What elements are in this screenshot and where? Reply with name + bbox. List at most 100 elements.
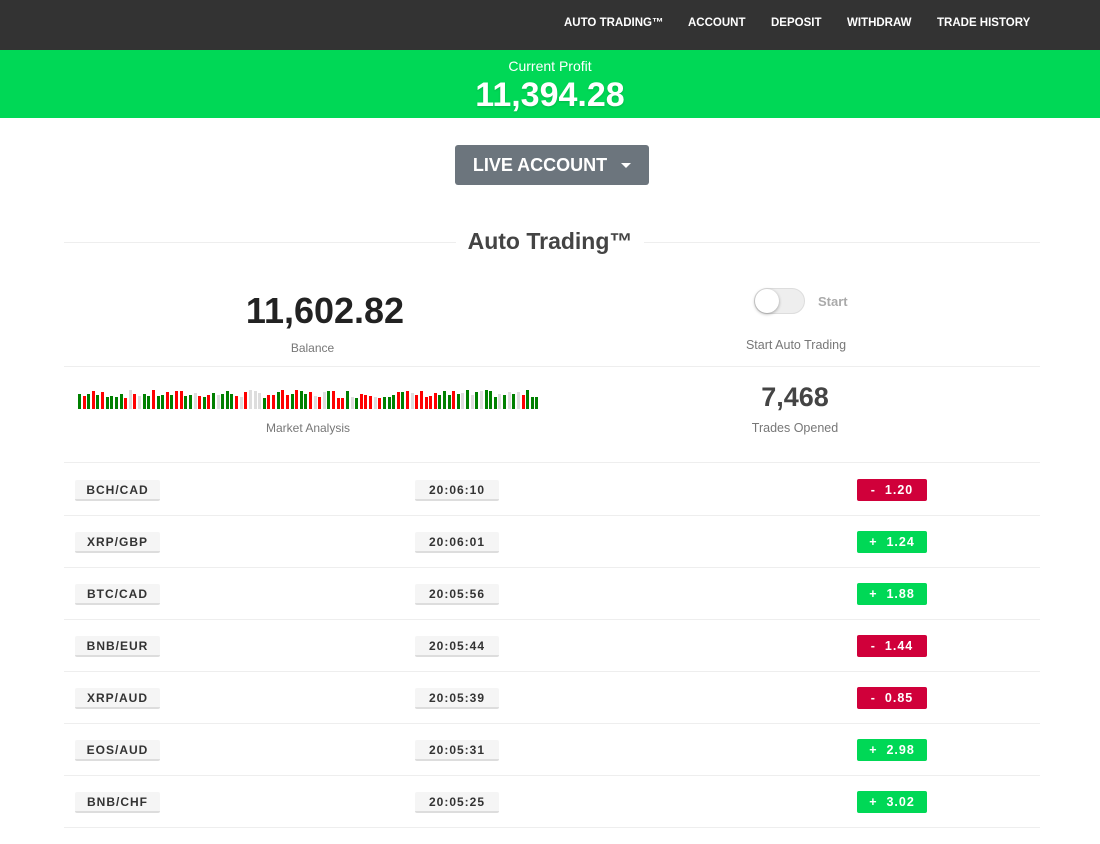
market-bar [475, 392, 479, 409]
market-bar [322, 392, 326, 409]
market-bar [96, 395, 100, 409]
trade-row: XRP/GBP 20:06:01 + 1.24 [64, 516, 1040, 568]
market-bar [327, 391, 331, 409]
market-bar [244, 392, 248, 409]
market-bar [128, 390, 132, 409]
market-bar [318, 397, 322, 409]
balance-label: Balance [290, 341, 335, 355]
market-bar [285, 395, 289, 409]
market-bar [516, 392, 520, 409]
market-bar [156, 396, 160, 409]
time-badge: 20:05:44 [415, 636, 499, 657]
market-bar [299, 391, 303, 409]
market-bar [359, 394, 363, 409]
time-badge: 20:05:31 [415, 740, 499, 761]
divider [64, 366, 1040, 367]
market-bar [262, 398, 266, 409]
trade-row: BNB/EUR 20:05:44 - 1.44 [64, 620, 1040, 672]
market-bar [313, 396, 317, 409]
profit-badge: - 1.44 [857, 635, 927, 657]
market-bar [258, 393, 262, 409]
market-bar [387, 397, 391, 409]
market-bar [424, 397, 428, 409]
market-bar [396, 392, 400, 409]
market-bar [138, 396, 142, 409]
market-analysis-bars [78, 388, 540, 409]
pair-badge: XRP/AUD [75, 688, 160, 709]
market-bar [332, 391, 336, 409]
market-bar [535, 397, 539, 409]
auto-trading-toggle[interactable] [754, 288, 805, 314]
market-bar [309, 392, 312, 409]
time-badge: 20:06:01 [415, 532, 499, 553]
nav-auto-trading[interactable]: AUTO TRADING™ [564, 17, 664, 29]
pair-badge: BNB/CHF [75, 792, 160, 813]
market-bar [267, 395, 271, 409]
market-bar [369, 396, 373, 409]
market-bar [433, 393, 437, 409]
time-badge: 20:06:10 [415, 480, 499, 501]
market-bar [110, 396, 114, 409]
market-bar [410, 393, 414, 409]
market-bar [345, 391, 349, 409]
market-bar [188, 395, 192, 409]
market-bar [175, 391, 179, 409]
live-account-dropdown[interactable]: LIVE ACCOUNT [455, 145, 649, 185]
market-bar [105, 397, 109, 409]
market-bar [503, 395, 507, 409]
market-bar [493, 397, 497, 409]
market-bar [272, 395, 276, 409]
time-badge: 20:05:56 [415, 584, 499, 605]
nav-trade-history[interactable]: TRADE HISTORY [937, 17, 1031, 29]
market-bar [151, 390, 155, 409]
market-bar [526, 390, 530, 409]
market-bar [442, 391, 446, 409]
market-bar [290, 394, 294, 409]
caret-down-icon [621, 162, 632, 168]
market-bar [211, 393, 215, 409]
market-bar [512, 394, 516, 409]
pair-badge: BTC/CAD [75, 584, 160, 605]
nav-account[interactable]: ACCOUNT [688, 17, 746, 29]
market-bar [364, 395, 368, 409]
market-bar [170, 395, 174, 409]
market-bar [350, 397, 354, 409]
market-bar [221, 394, 225, 409]
trade-row: BTC/CAD 20:05:56 + 1.88 [64, 568, 1040, 620]
pair-badge: BCH/CAD [75, 480, 160, 501]
market-bar [179, 391, 183, 409]
market-bar [401, 392, 405, 409]
trade-row: BNB/CHF 20:05:25 + 3.02 [64, 776, 1040, 828]
market-bar [235, 396, 239, 409]
top-navbar: AUTO TRADING™ ACCOUNT DEPOSIT WITHDRAW T… [0, 0, 1100, 50]
market-bar [406, 391, 410, 409]
market-bar [484, 390, 488, 409]
profit-badge: + 1.88 [857, 583, 927, 605]
divider [64, 462, 1040, 463]
trade-row: BCH/CAD 20:06:10 - 1.20 [64, 464, 1040, 516]
market-bar [295, 390, 299, 409]
toggle-label: Start [818, 294, 848, 309]
nav-deposit[interactable]: DEPOSIT [771, 17, 822, 29]
profit-badge: - 1.20 [857, 479, 927, 501]
market-bar [438, 395, 442, 409]
market-bar [521, 395, 525, 409]
pair-badge: BNB/EUR [75, 636, 160, 657]
market-bar [147, 396, 151, 409]
market-bar [470, 395, 474, 409]
market-bar [281, 390, 285, 409]
market-bar [341, 398, 345, 409]
market-bar [373, 397, 377, 409]
profit-badge: + 1.24 [857, 531, 927, 553]
profit-badge: + 2.98 [857, 739, 927, 761]
nav-withdraw[interactable]: WITHDRAW [847, 17, 912, 29]
market-bar [419, 391, 423, 409]
market-bar [87, 394, 91, 409]
market-bar [184, 396, 188, 409]
market-bar [225, 391, 229, 409]
market-bar [415, 395, 419, 409]
market-bar [507, 392, 511, 409]
market-bar [498, 394, 502, 409]
market-bar [456, 394, 460, 409]
market-bar [142, 394, 146, 409]
